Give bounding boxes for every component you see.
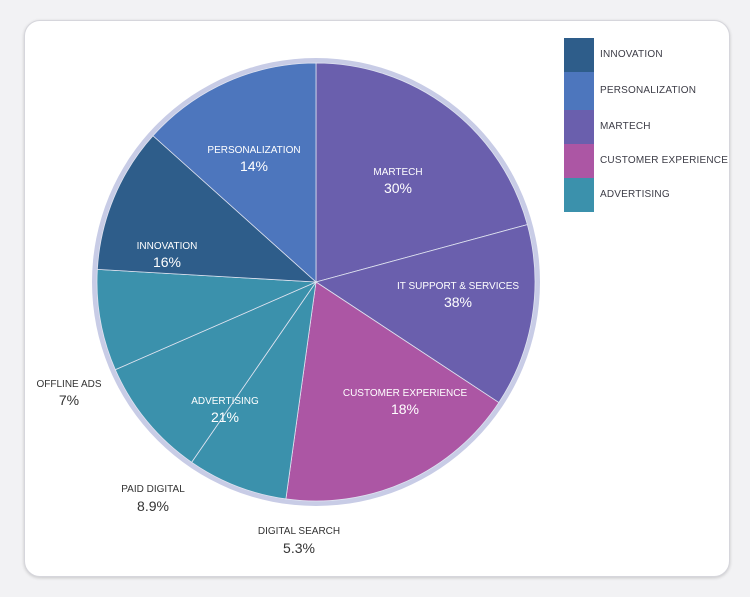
slice-label-martech: MARTECH <box>373 167 422 178</box>
legend-label-personalization: PERSONALIZATION <box>600 85 697 96</box>
slice-label-it-support-services: IT SUPPORT & SERVICES <box>397 281 519 292</box>
legend-label-martech: MARTECH <box>600 121 651 132</box>
slice-value-it-support-services: 38% <box>444 294 472 310</box>
pie-slice-it-support-services <box>315 224 536 404</box>
slice-value-innovation: 16% <box>153 254 181 270</box>
slice-value-paid-digital: 8.9% <box>137 498 169 514</box>
legend-label-customer-experience: CUSTOMER EXPERIENCE <box>600 155 729 166</box>
slice-label-digital-search: DIGITAL SEARCH <box>258 526 340 537</box>
legend-swatch-innovation <box>564 38 594 72</box>
slice-label-advertising: ADVERTISING <box>191 396 259 407</box>
slice-value-customer-experience: 18% <box>391 401 419 417</box>
legend-label-innovation: INNOVATION <box>600 49 663 60</box>
slice-label-paid-digital: PAID DIGITAL <box>121 484 185 495</box>
pie-slice-customer-experience <box>285 281 500 502</box>
legend-swatch-personalization <box>564 72 594 110</box>
slice-value-offline-ads: 7% <box>59 392 79 408</box>
pie-slices <box>96 62 536 502</box>
pie-slice-paid-digital <box>114 281 318 463</box>
slice-value-digital-search: 5.3% <box>283 540 315 556</box>
pie-slice-offline-ads <box>96 268 317 371</box>
legend-swatch-advertising <box>564 178 594 212</box>
slice-label-personalization: PERSONALIZATION <box>207 145 300 156</box>
slice-label-innovation: INNOVATION <box>137 241 198 252</box>
slice-value-advertising: 21% <box>211 409 239 425</box>
pie-slice-digital-search <box>191 281 317 500</box>
pie-slice-martech <box>315 62 528 283</box>
legend-label-advertising: ADVERTISING <box>600 189 670 200</box>
slice-value-martech: 30% <box>384 180 412 196</box>
pie-labels: MARTECH 30% IT SUPPORT & SERVICES 38% CUSTOM… <box>36 145 519 556</box>
legend-swatch-martech <box>564 110 594 144</box>
slice-label-offline-ads: OFFLINE ADS <box>36 379 101 390</box>
legend-swatch-customer-experience <box>564 144 594 178</box>
pie-slice-innovation <box>96 135 318 283</box>
pie-slice-personalization <box>152 62 317 283</box>
slice-value-personalization: 14% <box>240 158 268 174</box>
slice-label-customer-experience: CUSTOMER EXPERIENCE <box>343 388 468 399</box>
